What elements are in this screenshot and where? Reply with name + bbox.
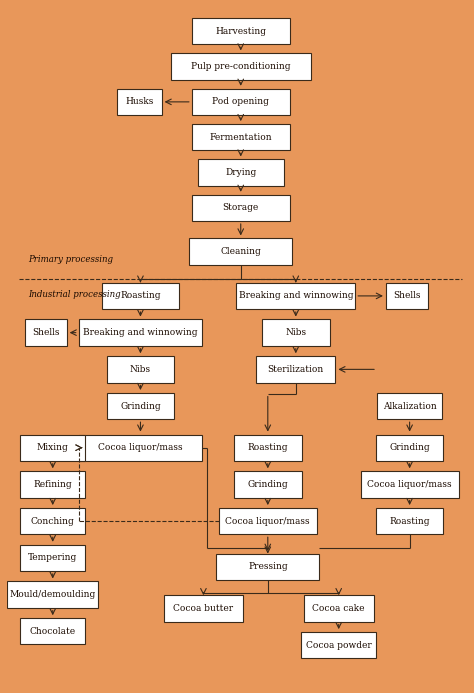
Text: Grinding: Grinding [120,402,161,410]
Text: Mould/demoulding: Mould/demoulding [9,590,96,599]
Text: Husks: Husks [125,98,154,106]
Text: Chocolate: Chocolate [30,627,76,635]
FancyBboxPatch shape [190,238,292,265]
Text: Cocoa liquor/mass: Cocoa liquor/mass [98,444,183,452]
FancyBboxPatch shape [237,283,356,309]
FancyBboxPatch shape [20,471,85,498]
Text: Nibs: Nibs [130,365,151,374]
Text: Tempering: Tempering [28,554,77,562]
Text: Harvesting: Harvesting [215,27,266,35]
Text: Mixing: Mixing [37,444,69,452]
FancyBboxPatch shape [192,195,290,221]
Text: Drying: Drying [225,168,256,177]
FancyBboxPatch shape [377,393,442,419]
FancyBboxPatch shape [20,508,85,534]
FancyBboxPatch shape [20,545,85,571]
Text: Pulp pre-conditioning: Pulp pre-conditioning [191,62,291,71]
Text: Cocoa cake: Cocoa cake [312,604,365,613]
Text: Roasting: Roasting [120,292,161,300]
FancyBboxPatch shape [386,283,428,309]
Text: Fermentation: Fermentation [210,133,272,141]
Text: Breaking and winnowing: Breaking and winnowing [83,328,198,337]
Text: Nibs: Nibs [285,328,306,337]
Text: Sterilization: Sterilization [268,365,324,374]
FancyBboxPatch shape [192,89,290,115]
FancyBboxPatch shape [20,435,85,461]
Text: Grinding: Grinding [389,444,430,452]
FancyBboxPatch shape [107,393,174,419]
Text: Shells: Shells [32,328,60,337]
Text: Alkalization: Alkalization [383,402,437,410]
FancyBboxPatch shape [7,581,98,608]
FancyBboxPatch shape [79,319,202,346]
FancyBboxPatch shape [118,89,162,115]
Text: Pressing: Pressing [248,563,288,571]
FancyBboxPatch shape [301,632,376,658]
Text: Roasting: Roasting [389,517,430,525]
Text: Conching: Conching [31,517,74,525]
FancyBboxPatch shape [376,508,444,534]
FancyBboxPatch shape [361,471,459,498]
FancyBboxPatch shape [171,53,311,80]
Text: Breaking and winnowing: Breaking and winnowing [238,292,353,300]
Text: Industrial processing: Industrial processing [28,290,121,299]
Text: Roasting: Roasting [247,444,288,452]
Text: Cocoa liquor/mass: Cocoa liquor/mass [367,480,452,489]
Text: Storage: Storage [223,204,259,212]
FancyBboxPatch shape [304,595,374,622]
Text: Shells: Shells [393,292,420,300]
FancyBboxPatch shape [234,435,301,461]
FancyBboxPatch shape [217,554,319,580]
Text: Cocoa liquor/mass: Cocoa liquor/mass [226,517,310,525]
FancyBboxPatch shape [20,618,85,644]
FancyBboxPatch shape [102,283,179,309]
Text: Cleaning: Cleaning [220,247,261,256]
FancyBboxPatch shape [192,18,290,44]
Text: Grinding: Grinding [247,480,288,489]
FancyBboxPatch shape [25,319,67,346]
Text: Primary processing: Primary processing [28,255,113,264]
FancyBboxPatch shape [234,471,301,498]
Text: Refining: Refining [34,480,72,489]
FancyBboxPatch shape [198,159,284,186]
Text: Cocoa powder: Cocoa powder [306,641,372,649]
FancyBboxPatch shape [164,595,243,622]
FancyBboxPatch shape [262,319,329,346]
Text: Pod opening: Pod opening [212,98,269,106]
FancyBboxPatch shape [376,435,444,461]
FancyBboxPatch shape [219,508,317,534]
FancyBboxPatch shape [192,124,290,150]
Text: Cocoa butter: Cocoa butter [173,604,234,613]
FancyBboxPatch shape [256,356,336,383]
FancyBboxPatch shape [107,356,174,383]
FancyBboxPatch shape [79,435,202,461]
